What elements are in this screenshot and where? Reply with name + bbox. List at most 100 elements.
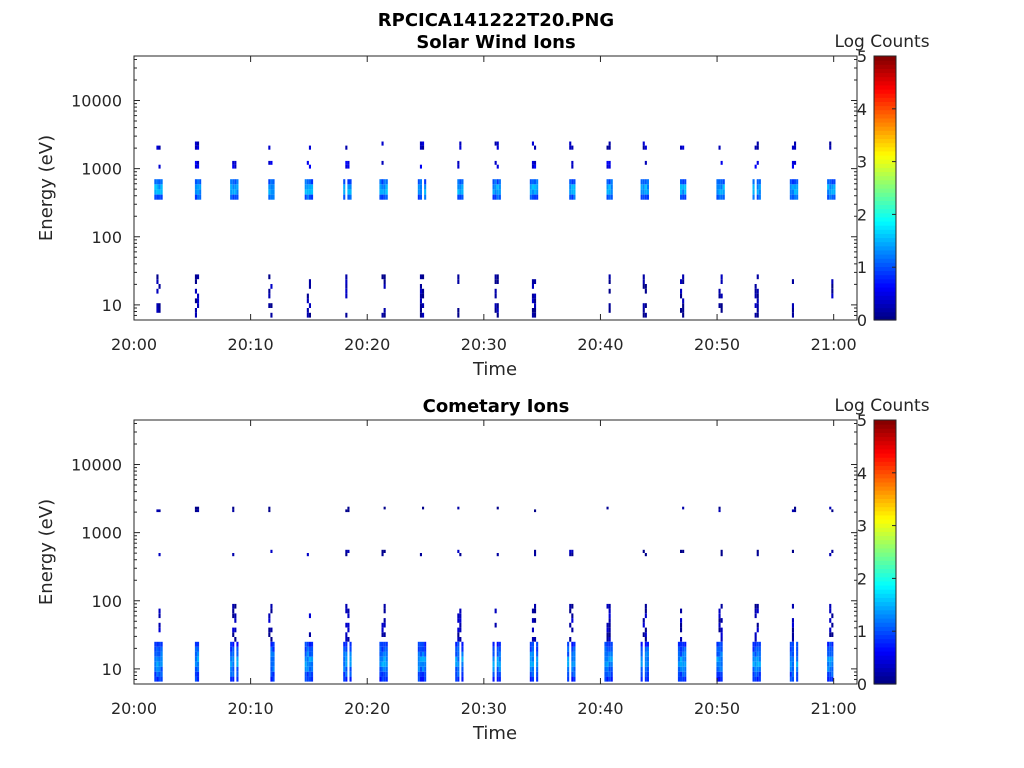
- heatmap-cell: [496, 553, 499, 557]
- heatmap-cell: [457, 549, 460, 553]
- heatmap-cell: [642, 141, 645, 146]
- heatmap-cell: [829, 603, 832, 609]
- colorbar-segment: [874, 547, 896, 553]
- colorbar-tick-label: 3: [857, 517, 867, 536]
- heatmap-cell: [644, 676, 647, 682]
- colorbar-segment: [874, 667, 896, 673]
- heatmap-cell: [383, 506, 386, 510]
- heatmap-cell: [791, 651, 794, 657]
- heatmap-cell: [646, 179, 649, 185]
- heatmap-cell: [573, 189, 576, 195]
- heatmap-cell: [232, 553, 235, 557]
- heatmap-cell: [794, 160, 797, 165]
- heatmap-cell: [383, 632, 386, 637]
- colorbar-segment: [874, 167, 896, 173]
- colorbar-segment: [874, 315, 896, 321]
- heatmap-cell: [424, 194, 427, 200]
- heatmap-cell: [573, 194, 576, 200]
- colorbar-segment: [874, 523, 896, 528]
- heatmap-cell: [345, 160, 348, 165]
- heatmap-cell: [345, 312, 348, 318]
- heatmap-cell: [383, 274, 386, 280]
- colorbar-segment: [874, 212, 896, 218]
- heatmap-cell: [498, 179, 501, 185]
- colorbar-tick-label: 1: [857, 258, 867, 277]
- colorbar-segment: [874, 72, 896, 78]
- heatmap-cell: [677, 646, 680, 652]
- heatmap-cell: [232, 184, 235, 190]
- heatmap-cell: [496, 646, 499, 652]
- heatmap-cell: [644, 179, 647, 185]
- heatmap-cell: [642, 549, 645, 553]
- heatmap-cell: [752, 189, 755, 195]
- colorbar-segment: [874, 101, 896, 107]
- heatmap-cell: [642, 274, 645, 280]
- heatmap-cell: [419, 293, 422, 299]
- heatmap-cell: [718, 656, 721, 662]
- heatmap-cell: [569, 194, 572, 200]
- heatmap-cell: [422, 656, 425, 662]
- heatmap-cell: [156, 274, 159, 280]
- heatmap-cell: [197, 160, 200, 165]
- heatmap-cell: [270, 603, 273, 609]
- heatmap-cell: [492, 651, 495, 657]
- heatmap-cell: [197, 145, 200, 150]
- heatmap-cell: [531, 293, 534, 299]
- heatmap-cell: [383, 661, 386, 667]
- colorbar-segment: [874, 142, 896, 148]
- heatmap-cell: [232, 666, 235, 672]
- heatmap-cell: [531, 641, 534, 647]
- heatmap-cell: [234, 637, 237, 642]
- colorbar-segment: [874, 655, 896, 660]
- heatmap-cell: [831, 676, 834, 682]
- heatmap-cell: [608, 632, 611, 637]
- heatmap-cell: [534, 603, 537, 609]
- heatmap-cell: [718, 145, 721, 150]
- heatmap-cell: [829, 627, 832, 633]
- heatmap-cell: [534, 164, 537, 169]
- heatmap-cell: [640, 651, 643, 657]
- heatmap-cell: [457, 671, 460, 677]
- heatmap-cell: [642, 312, 645, 318]
- heatmap-cell: [608, 608, 611, 614]
- colorbar-segment: [874, 192, 896, 197]
- heatmap-cell: [829, 618, 832, 623]
- heatmap-cell: [791, 627, 794, 633]
- heatmap-cell: [419, 141, 422, 146]
- colorbar-segment: [874, 117, 896, 123]
- heatmap-cell: [424, 656, 427, 662]
- colorbar-segment: [874, 204, 896, 210]
- heatmap-cell: [829, 641, 832, 647]
- heatmap-cell: [644, 312, 647, 318]
- heatmap-cell: [270, 661, 273, 667]
- heatmap-cell: [796, 641, 799, 647]
- x-tick-label: 20:30: [461, 335, 507, 354]
- heatmap-cell: [606, 666, 609, 672]
- heatmap-cell: [379, 189, 382, 195]
- heatmap-cell: [789, 641, 792, 647]
- heatmap-cell: [531, 312, 534, 318]
- heatmap-cell: [304, 661, 307, 667]
- heatmap-cell: [381, 661, 384, 667]
- heatmap-cell: [160, 676, 163, 682]
- heatmap-cell: [756, 549, 759, 553]
- heatmap-cell: [571, 656, 574, 662]
- heatmap-cell: [608, 618, 611, 623]
- heatmap-cell: [720, 632, 723, 637]
- heatmap-cell: [199, 184, 202, 190]
- heatmap-cell: [194, 651, 197, 657]
- colorbar-segment: [874, 179, 896, 185]
- heatmap-cell: [684, 671, 687, 677]
- heatmap-cell: [417, 194, 420, 200]
- heatmap-cell: [308, 164, 311, 169]
- heatmap-cell: [531, 661, 534, 667]
- heatmap-cell: [754, 656, 757, 662]
- heatmap-cell: [606, 637, 609, 642]
- heatmap-cell: [494, 189, 497, 195]
- y-tick-label: 100: [91, 592, 122, 611]
- heatmap-cell: [496, 656, 499, 662]
- heatmap-cell: [827, 676, 830, 682]
- heatmap-cell: [383, 671, 386, 677]
- heatmap-cell: [794, 189, 797, 195]
- heatmap-cell: [494, 303, 497, 308]
